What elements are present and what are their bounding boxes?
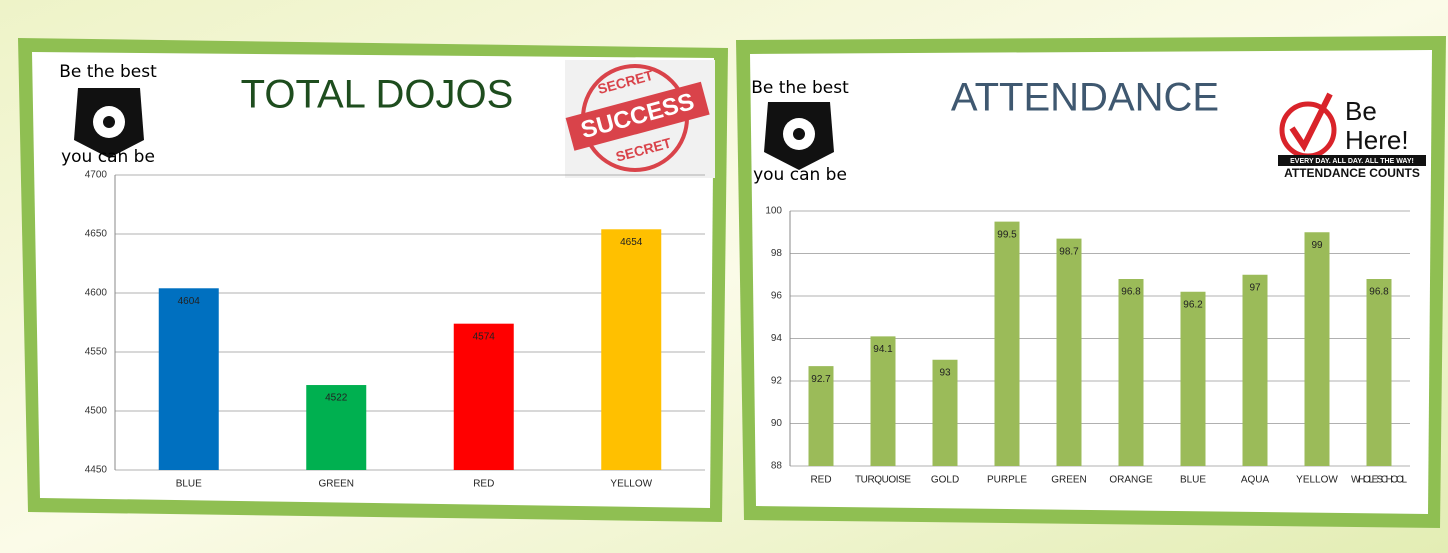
y-tick-label: 4550	[85, 347, 108, 358]
y-tick-label: 4650	[85, 229, 108, 240]
x-tick-label: WHOLE SCHOOL	[1351, 475, 1407, 486]
x-tick-label: YELLOW	[1296, 475, 1338, 486]
logo-text: Here!	[1345, 125, 1409, 155]
x-tick-label: RED	[473, 479, 494, 490]
bar	[1056, 238, 1082, 466]
x-tick-label: PURPLE	[987, 475, 1027, 486]
y-tick-label: 4600	[85, 288, 108, 299]
wheel-hub	[103, 116, 115, 128]
x-tick-label: TURQUOISE	[855, 475, 911, 486]
logo-text: Be the best	[751, 78, 849, 98]
bar	[453, 323, 514, 470]
chart-title: TOTAL DOJOS	[241, 73, 514, 117]
logo-text: EVERY DAY. ALL DAY. ALL THE WAY!	[1290, 158, 1414, 165]
y-tick-label: 4450	[85, 465, 108, 476]
data-label: 96.2	[1183, 299, 1203, 310]
x-tick-label: GOLD	[931, 475, 959, 486]
y-tick-label: 88	[771, 461, 783, 472]
x-tick-label: GREEN	[1051, 475, 1087, 486]
data-label: 93	[939, 367, 951, 378]
data-label: 97	[1249, 282, 1261, 293]
bar	[1242, 274, 1268, 466]
logo-text: Be	[1345, 96, 1377, 126]
x-tick-label: YELLOW	[610, 479, 652, 490]
x-tick-label: BLUE	[176, 479, 202, 490]
data-label: 4654	[620, 237, 643, 248]
y-tick-label: 4500	[85, 406, 108, 417]
x-tick-label: ORANGE	[1109, 475, 1153, 486]
check-mark	[1289, 92, 1333, 152]
logo-band	[1278, 155, 1426, 166]
y-tick-label: 96	[771, 291, 783, 302]
data-label: 94.1	[873, 344, 893, 355]
x-tick-label: RED	[810, 475, 831, 486]
y-tick-label: 94	[771, 333, 783, 344]
data-label: 4604	[178, 296, 201, 307]
y-tick-label: 90	[771, 418, 783, 429]
wheel-hub	[793, 128, 805, 140]
bar	[932, 359, 958, 466]
bar	[870, 336, 896, 466]
bar	[808, 366, 834, 466]
x-tick-label: AQUA	[1241, 475, 1270, 486]
chart-title: ATTENDANCE	[951, 76, 1219, 120]
data-label: 4574	[473, 331, 496, 342]
bar	[306, 385, 367, 470]
y-tick-label: 92	[771, 376, 783, 387]
data-label: 98.7	[1059, 246, 1079, 257]
logo-text: you can be	[753, 165, 847, 185]
bar	[158, 288, 219, 470]
data-label: 4522	[325, 393, 348, 404]
logo	[764, 102, 834, 170]
data-label: 96.8	[1369, 287, 1389, 298]
stamp-band	[565, 81, 710, 151]
bar	[601, 229, 662, 470]
x-tick-label: BLUE	[1180, 475, 1206, 486]
x-tick-label: GREEN	[318, 479, 354, 490]
y-tick-label: 98	[771, 248, 783, 259]
bar	[994, 221, 1020, 466]
y-tick-label: 4700	[85, 170, 108, 181]
bar	[1366, 279, 1392, 466]
data-label: 99.5	[997, 229, 1017, 240]
y-tick-label: 100	[765, 206, 782, 217]
logo-text: ATTENDANCE COUNTS	[1284, 166, 1420, 180]
logo-text: you can be	[61, 147, 155, 167]
bar	[1118, 279, 1144, 466]
data-label: 92.7	[811, 374, 831, 385]
logo-text: Be the best	[59, 62, 157, 82]
data-label: 96.8	[1121, 287, 1141, 298]
bar	[1180, 291, 1206, 466]
logo	[74, 88, 144, 158]
bar	[1304, 232, 1330, 466]
data-label: 99	[1311, 240, 1323, 251]
